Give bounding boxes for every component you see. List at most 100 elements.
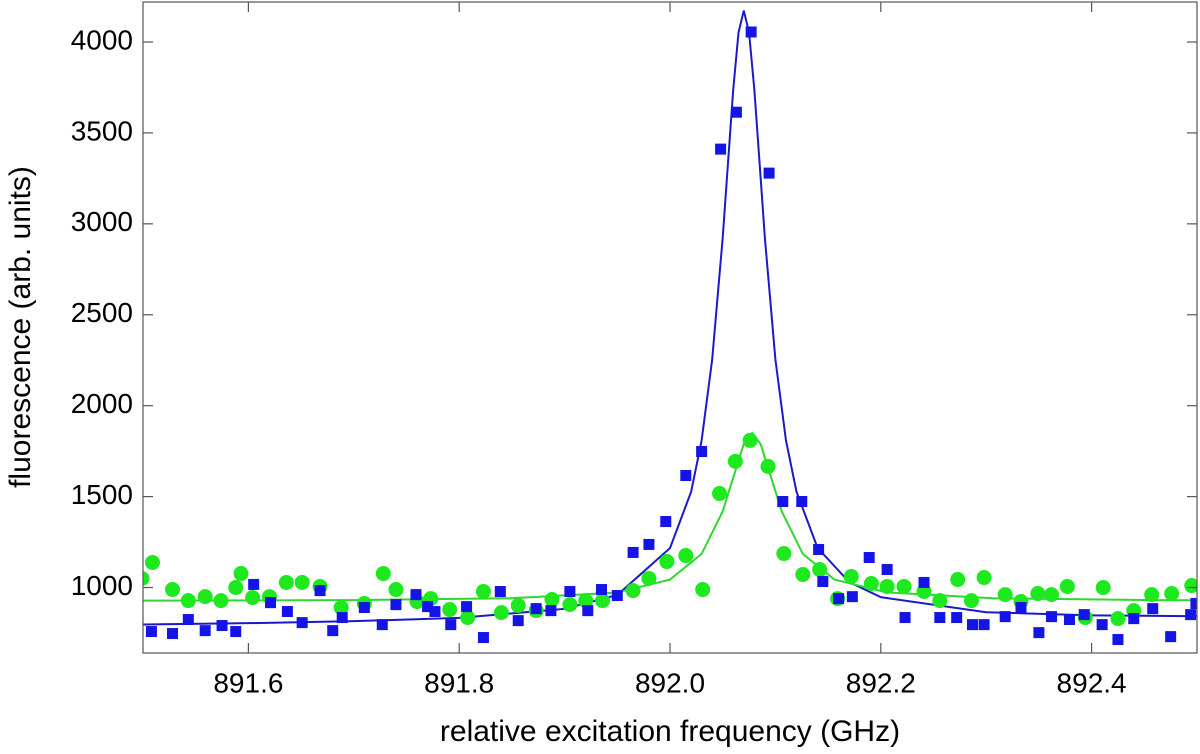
- data-point: [197, 589, 213, 605]
- data-point: [1190, 598, 1197, 610]
- data-point: [545, 605, 557, 617]
- data-point: [144, 554, 160, 570]
- data-point: [1185, 609, 1197, 621]
- data-point: [1033, 627, 1045, 639]
- data-point: [776, 546, 792, 562]
- data-point: [358, 602, 370, 614]
- data-point: [165, 582, 181, 598]
- data-point: [445, 619, 457, 631]
- data-point: [180, 593, 196, 609]
- data-point: [951, 612, 963, 624]
- data-point: [1112, 634, 1124, 646]
- data-point: [1078, 609, 1090, 621]
- data-point: [843, 568, 859, 584]
- data-point: [966, 619, 978, 631]
- data-point: [578, 593, 594, 609]
- data-point: [233, 566, 249, 582]
- data-point: [143, 571, 150, 586]
- data-point: [963, 593, 979, 609]
- data-point: [1110, 611, 1126, 627]
- x-tick-label: 891.6: [213, 667, 283, 698]
- data-point: [167, 628, 179, 640]
- data-point: [1165, 631, 1177, 643]
- data-point: [460, 610, 476, 626]
- data-point: [745, 26, 757, 38]
- data-point: [1030, 586, 1046, 602]
- data-point: [812, 562, 828, 578]
- data-point: [678, 548, 694, 564]
- data-point: [641, 570, 657, 586]
- data-point: [918, 576, 930, 588]
- data-point: [611, 590, 623, 602]
- data-point: [1184, 578, 1197, 594]
- data-point: [1164, 586, 1180, 602]
- data-point: [245, 590, 261, 606]
- y-tick-label: 1000: [71, 570, 133, 601]
- data-point: [493, 605, 509, 621]
- data-point: [429, 606, 441, 618]
- data-point: [562, 597, 578, 613]
- data-point: [813, 544, 825, 556]
- data-point: [477, 632, 489, 644]
- data-point: [1095, 580, 1111, 596]
- data-point: [932, 593, 948, 609]
- data-point: [777, 496, 789, 508]
- data-point: [461, 601, 473, 613]
- data-point: [742, 432, 758, 448]
- y-axis-label: fluorescence (arb. units): [4, 166, 37, 488]
- data-point: [795, 566, 811, 582]
- data-point: [1096, 619, 1108, 631]
- data-point: [863, 552, 875, 564]
- data-point: [1128, 613, 1140, 625]
- data-point: [950, 572, 966, 588]
- data-point: [182, 614, 194, 626]
- data-point: [375, 566, 391, 582]
- data-point: [595, 593, 611, 609]
- data-point: [976, 570, 992, 586]
- data-point: [475, 584, 491, 600]
- data-point: [899, 612, 911, 624]
- data-point: [510, 598, 526, 614]
- data-point: [327, 625, 339, 637]
- data-point: [336, 612, 348, 624]
- x-tick-label: 891.8: [424, 667, 494, 698]
- data-point: [712, 486, 728, 502]
- data-point: [390, 599, 402, 611]
- x-tick-label: 892.0: [635, 667, 705, 698]
- data-point: [422, 601, 434, 613]
- data-point: [230, 626, 242, 638]
- data-point: [879, 578, 895, 594]
- data-point: [199, 625, 211, 637]
- data-point: [881, 564, 893, 576]
- data-point: [625, 583, 641, 599]
- data-point: [660, 516, 672, 528]
- data-point: [1046, 611, 1058, 623]
- y-tick-label: 2500: [71, 297, 133, 328]
- data-point: [1063, 614, 1075, 626]
- data-point: [410, 589, 422, 601]
- data-point: [1147, 603, 1159, 615]
- data-point: [564, 586, 576, 598]
- x-axis-label: relative excitation frequency (GHz): [440, 715, 900, 748]
- data-point: [817, 576, 829, 588]
- data-point: [1015, 602, 1027, 614]
- data-point: [730, 106, 742, 118]
- x-tick-label: 892.4: [1057, 667, 1127, 698]
- data-point: [296, 617, 308, 629]
- data-point: [659, 554, 675, 570]
- data-point: [333, 600, 349, 616]
- data-point: [760, 458, 776, 474]
- data-point: [643, 538, 655, 550]
- data-point: [530, 603, 542, 615]
- data-point: [1144, 587, 1160, 603]
- data-point: [228, 580, 244, 596]
- y-tick-label: 3500: [71, 115, 133, 146]
- data-point: [627, 546, 639, 558]
- data-point: [216, 620, 228, 632]
- data-point: [833, 593, 845, 605]
- y-tick-label: 4000: [71, 24, 133, 55]
- data-point: [978, 619, 990, 631]
- data-point: [863, 576, 879, 592]
- data-point: [281, 606, 293, 618]
